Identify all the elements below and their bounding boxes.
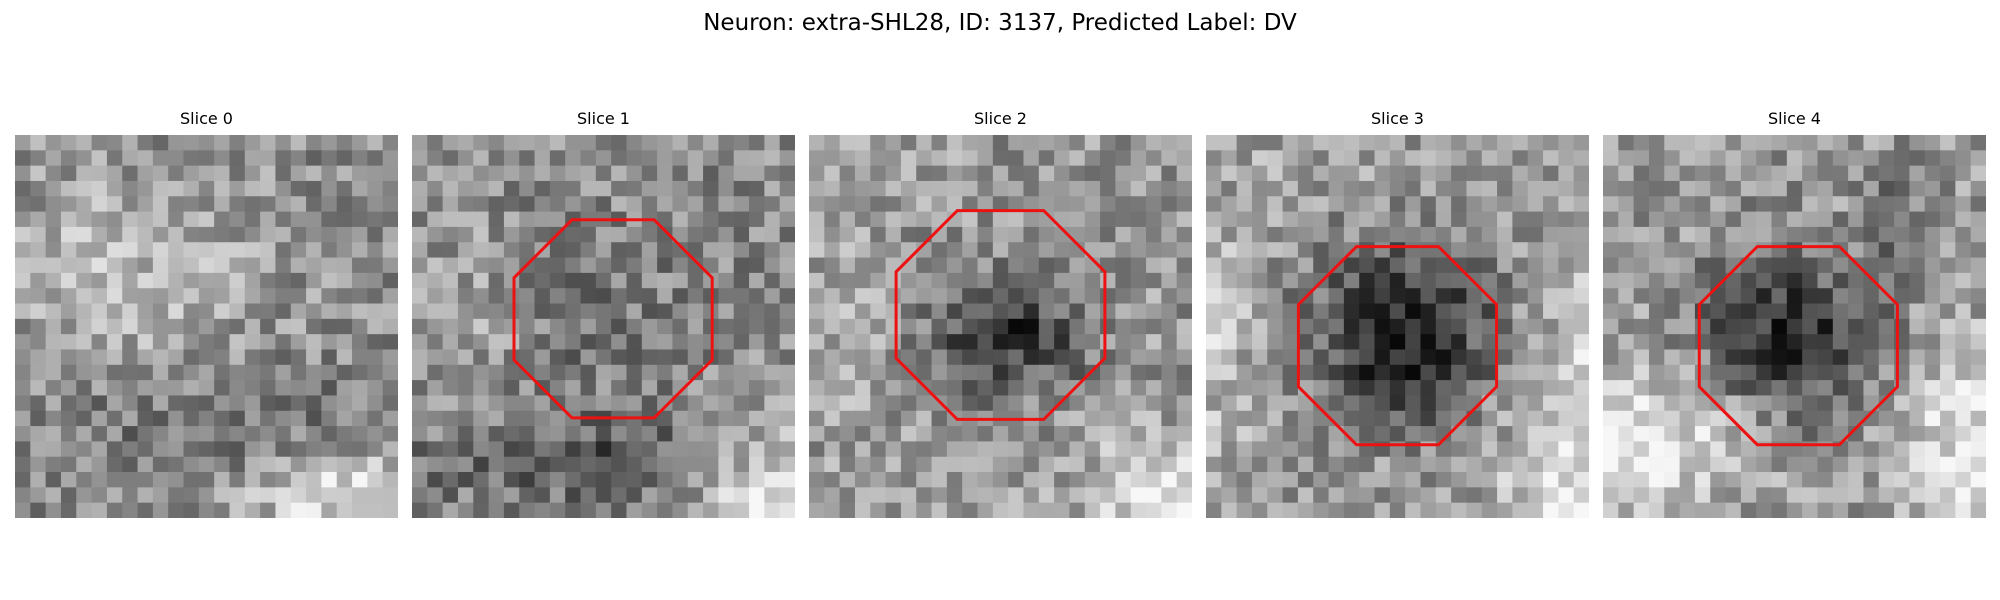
slice-title: Slice 1: [577, 109, 630, 128]
roi-outline: [1296, 245, 1499, 447]
slice-image: [809, 135, 1192, 518]
slice-title: Slice 0: [180, 109, 233, 128]
slice-image: [15, 135, 398, 518]
pixel-grid: [1206, 135, 1589, 518]
slice-title: Slice 2: [974, 109, 1027, 128]
roi-outline: [1697, 245, 1899, 447]
slice-title: Slice 3: [1371, 109, 1424, 128]
slice-panel-1: Slice 1: [412, 109, 795, 519]
pixel-grid: [15, 135, 398, 518]
slice-image: [1603, 135, 1986, 518]
slice-panel-3: Slice 3: [1206, 109, 1589, 519]
pixel-grid: [1603, 135, 1986, 518]
pixel-grid: [809, 135, 1192, 518]
slice-panel-4: Slice 4: [1603, 109, 1986, 519]
roi-outline: [512, 218, 714, 420]
slice-image: [1206, 135, 1589, 518]
figure-title: Neuron: extra-SHL28, ID: 3137, Predicted…: [703, 10, 1297, 36]
slice-image: [412, 135, 795, 518]
slice-title: Slice 4: [1768, 109, 1821, 128]
slice-panel-2: Slice 2: [809, 109, 1192, 519]
roi-outline: [894, 209, 1107, 421]
pixel-grid: [412, 135, 795, 518]
slice-panel-0: Slice 0: [15, 109, 398, 519]
